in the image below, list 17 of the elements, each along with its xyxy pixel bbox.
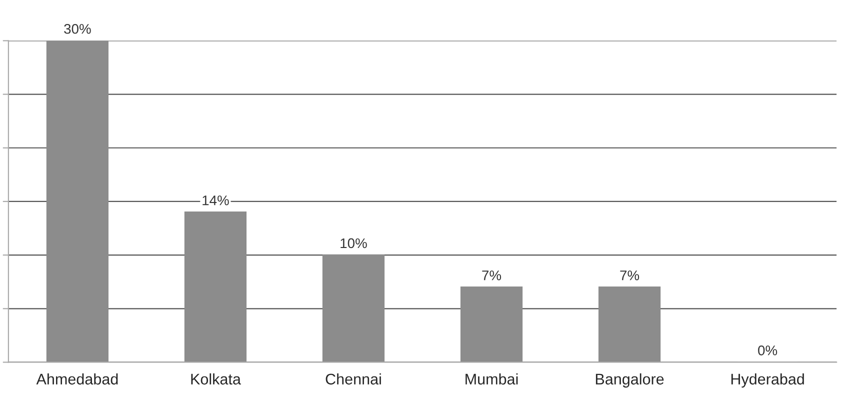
bar (460, 286, 523, 362)
x-tick-label: Bangalore (596, 373, 664, 388)
x-tick-label: Chennai (326, 373, 381, 385)
x-tick-label: Kolkata (191, 373, 241, 385)
data-label: 7% (482, 270, 502, 280)
data-label: 30% (64, 24, 91, 34)
data-label: 14% (202, 195, 229, 206)
x-tick-label: Hyderabad (731, 373, 804, 388)
data-label: 0% (758, 345, 778, 356)
bar (598, 286, 661, 362)
x-tick-label: Ahmedabad (36, 373, 118, 385)
bar (184, 211, 247, 362)
bar (46, 40, 109, 362)
bar (322, 254, 385, 362)
data-label: 7% (620, 270, 640, 280)
data-label: 10% (340, 238, 367, 248)
x-tick-label: Mumbai (466, 373, 518, 385)
